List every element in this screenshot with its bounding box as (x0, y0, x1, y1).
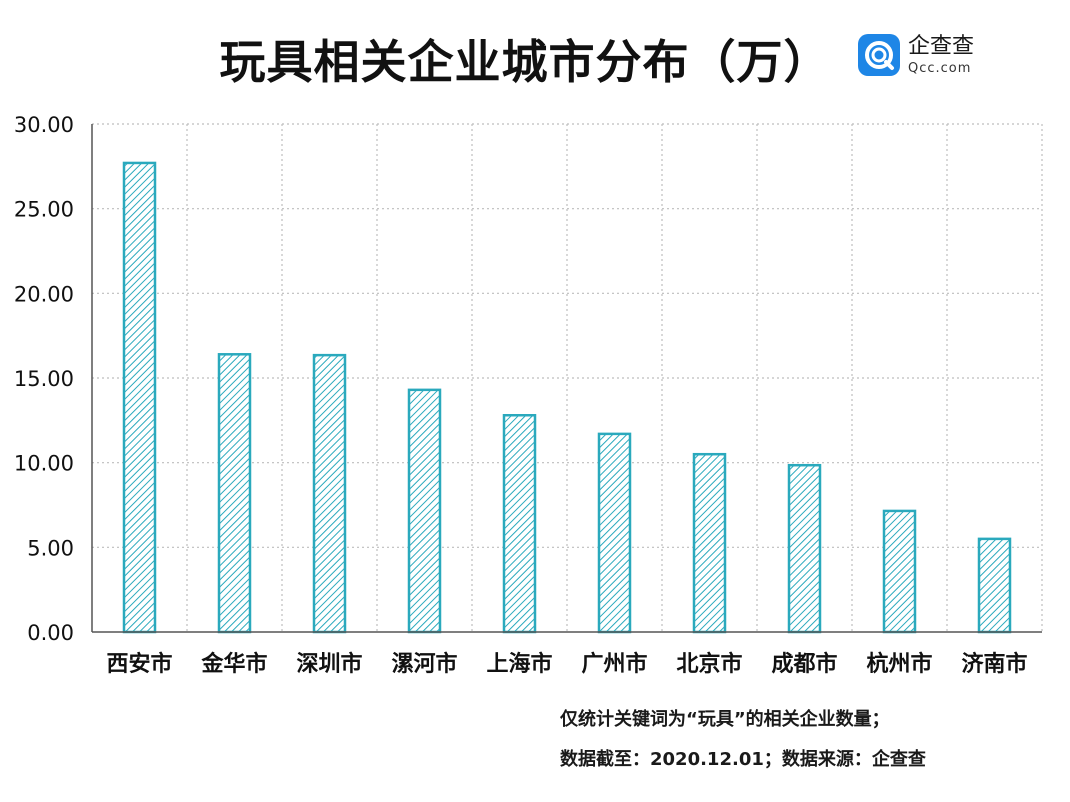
y-tick-label: 10.00 (14, 452, 74, 476)
x-tick-label: 成都市 (771, 651, 837, 677)
bar-1 (122, 161, 157, 634)
bar-2 (217, 353, 252, 634)
qcc-logo: 企查查 Qcc.com (858, 34, 974, 76)
bar-3 (312, 353, 347, 634)
axes (91, 124, 1042, 633)
x-tick-label: 北京市 (676, 651, 742, 677)
logo-name: 企查查 (908, 33, 975, 59)
y-tick-label: 5.00 (27, 536, 74, 560)
bar-9 (882, 509, 917, 634)
footnote-source: 数据截至：2020.12.01；数据来源：企查查 (560, 749, 926, 770)
chart-title: 玩具相关企业城市分布（万） (219, 35, 831, 89)
y-tick-label: 25.00 (14, 198, 74, 222)
bar-4 (407, 388, 442, 634)
y-tick-label: 20.00 (14, 282, 74, 306)
y-tick-label: 15.00 (14, 367, 74, 391)
footnote-keyword: 仅统计关键词为“玩具”的相关企业数量； (560, 709, 890, 730)
bar-8 (787, 463, 822, 634)
x-tick-label: 济南市 (961, 651, 1027, 677)
bar-5 (502, 414, 537, 634)
bar-10 (977, 537, 1012, 634)
x-tick-label: 广州市 (581, 651, 647, 677)
x-tick-label: 深圳市 (296, 651, 362, 677)
x-tick-label: 上海市 (486, 651, 552, 677)
qcc-logo-icon (858, 34, 900, 76)
x-tick-label: 金华市 (200, 651, 267, 677)
y-tick-label: 0.00 (27, 621, 74, 645)
x-tick-label: 漯河市 (391, 651, 457, 677)
y-tick-label: 30.00 (14, 113, 74, 137)
logo-domain: Qcc.com (908, 60, 972, 76)
x-tick-label: 杭州市 (866, 651, 932, 677)
x-tick-label: 西安市 (106, 651, 172, 677)
bar-6 (597, 432, 632, 634)
bar-7 (692, 452, 727, 634)
bars (122, 161, 1012, 634)
tick-labels: 0.00 5.00 10.00 15.00 20.00 25.00 30.00 西安市 金华市 深… (14, 113, 1028, 677)
